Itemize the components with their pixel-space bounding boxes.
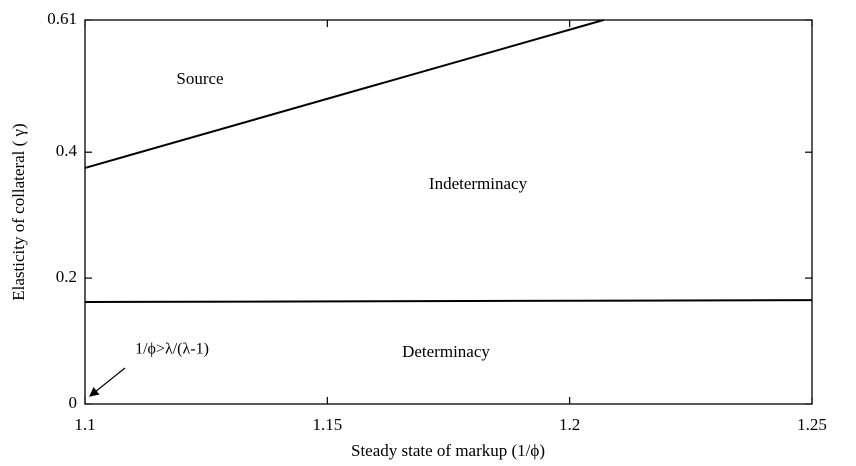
x-tick-label: 1.25: [797, 415, 827, 434]
y-tick-label: 0.4: [56, 141, 78, 160]
plot-frame: [84, 19, 813, 405]
condition-label: 1/ϕ>λ/(λ-1): [135, 341, 209, 358]
region-label: Determinacy: [402, 342, 490, 361]
x-axis-label: Steady state of markup (1/ϕ): [351, 441, 545, 460]
y-tick-label: 0.2: [56, 267, 77, 286]
region-label: Source: [176, 69, 223, 88]
y-tick-label: 0: [69, 393, 78, 412]
annotation-arrow: [89, 367, 126, 397]
x-tick-label: 1.15: [312, 415, 342, 434]
y-axis-label: Elasticity of collateral ( γ): [9, 123, 28, 300]
series-line: [84, 299, 813, 304]
series-line: [84, 19, 604, 169]
x-tick-label: 1.1: [74, 415, 95, 434]
region-label: Indeterminacy: [429, 174, 528, 193]
x-tick-label: 1.2: [559, 415, 580, 434]
y-tick-label: 0.61: [47, 9, 77, 28]
